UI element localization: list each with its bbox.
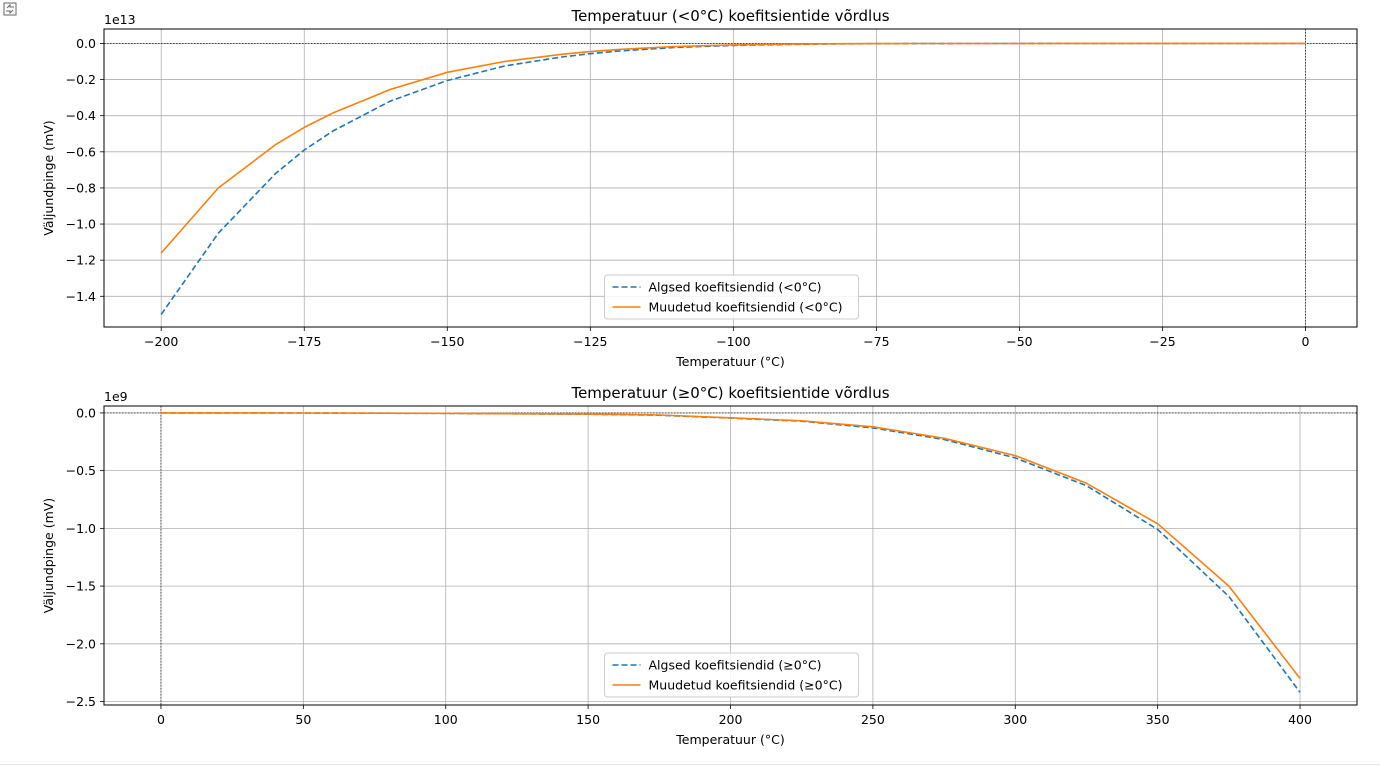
y-tick-label: −1.0	[66, 521, 96, 536]
y-tick-label: −0.2	[66, 72, 96, 87]
x-tick-label: 50	[295, 712, 311, 727]
y-tick-label: −2.0	[66, 636, 96, 651]
legend: Algsed koefitsiendid (≥0°C) Muudetud koef…	[604, 652, 859, 698]
x-tick-label: −200	[144, 334, 178, 349]
legend-label-1: Algsed koefitsiendid (≥0°C)	[649, 658, 822, 673]
x-tick-label: −150	[430, 334, 464, 349]
x-tick-label: 0	[1302, 334, 1310, 349]
y-axis-label: Väljundpinge (mV)	[41, 498, 56, 613]
y-tick-label: −0.4	[66, 108, 96, 123]
x-tick-label: −25	[1149, 334, 1175, 349]
y-tick-label: −1.4	[66, 289, 96, 304]
x-axis-label: Temperatuur (°C)	[675, 354, 784, 369]
legend-label-2: Muudetud koefitsiendid (≥0°C)	[649, 678, 843, 693]
legend-box	[604, 652, 859, 698]
y-axis-label: Väljundpinge (mV)	[41, 120, 56, 235]
y-offset-label: 1e9	[104, 389, 128, 404]
chart-title: Temperatuur (<0°C) koefitsientide võrdlu…	[570, 7, 889, 25]
chart-panel-2: 0 50 100 150 200 250 300 350 400 0.0 −0.5 −1.0 −1.5 −…	[41, 384, 1358, 747]
y-tick-label: −2.5	[66, 694, 96, 709]
x-tick-label: 250	[861, 712, 885, 727]
y-tick-label: −1.5	[66, 579, 96, 594]
expand-icon[interactable]	[2, 0, 20, 18]
axes-frame	[103, 405, 1358, 706]
chart-panel-1: −200 −175 −150 −125 −100 −75 −50 −25 0 0.0 −0.2 −0.…	[41, 7, 1358, 369]
x-axis-label: Temperatuur (°C)	[675, 732, 784, 747]
legend-label-2: Muudetud koefitsiendid (<0°C)	[649, 300, 843, 315]
x-tick-label: 400	[1288, 712, 1312, 727]
series-line-2	[160, 412, 1301, 679]
y-tick-label: 0.0	[76, 36, 96, 51]
axes-frame	[103, 28, 1358, 328]
legend-label-1: Algsed koefitsiendid (<0°C)	[649, 280, 822, 295]
x-tick-label: 0	[157, 712, 165, 727]
y-offset-label: 1e13	[104, 12, 136, 27]
x-tick-label: 100	[434, 712, 458, 727]
x-tick-label: −50	[1006, 334, 1032, 349]
y-tick-label: −1.2	[66, 253, 96, 268]
x-tick-label: 350	[1146, 712, 1170, 727]
x-tick-label: −175	[287, 334, 321, 349]
x-tick-label: 200	[719, 712, 743, 727]
x-tick-label: −125	[573, 334, 607, 349]
y-tick-label: −0.6	[66, 144, 96, 159]
y-tick-label: 0.0	[76, 405, 96, 420]
y-tick-label: −0.5	[66, 463, 96, 478]
chart-title: Temperatuur (≥0°C) koefitsientide võrdlu…	[570, 384, 889, 402]
x-tick-label: −100	[716, 334, 750, 349]
x-tick-label: −75	[863, 334, 889, 349]
bottom-divider	[0, 764, 1380, 765]
x-tick-label: 150	[576, 712, 600, 727]
y-tick-label: −0.8	[66, 180, 96, 195]
legend: Algsed koefitsiendid (<0°C) Muudetud koef…	[604, 274, 859, 320]
series-line-2	[160, 42, 1306, 254]
legend-box	[604, 274, 859, 320]
y-tick-label: −1.0	[66, 217, 96, 232]
x-tick-label: 300	[1003, 712, 1027, 727]
